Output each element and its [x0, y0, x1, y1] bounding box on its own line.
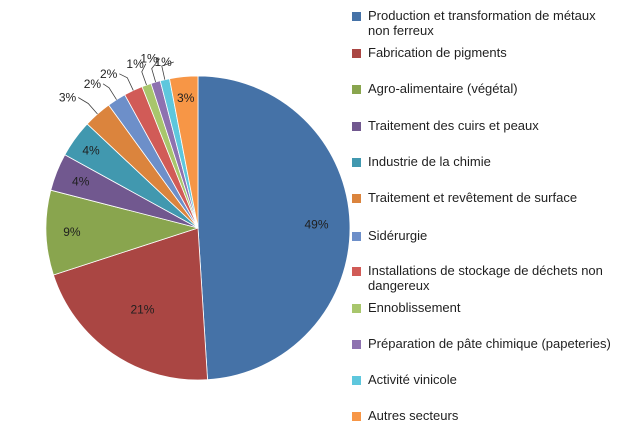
- leader-line-ennoblissement: [141, 63, 147, 86]
- leader-line-siderurgie: [102, 83, 117, 100]
- slice-label-papeteries: 1%: [140, 52, 158, 66]
- legend-swatch: [352, 12, 361, 21]
- legend-label: Agro-alimentaire (végétal): [368, 81, 518, 96]
- leader-lines: [78, 58, 174, 115]
- slice-label-siderurgie: 2%: [84, 77, 102, 91]
- leader-line-vinicole: [161, 61, 174, 80]
- legend-label: Traitement et revêtement de surface: [368, 190, 578, 205]
- legend-swatch: [352, 194, 361, 203]
- legend-item-stockage: Installations de stockage de déchets non…: [352, 263, 618, 293]
- slice-label-chimie: 4%: [82, 143, 100, 157]
- slice-label-autres: 3%: [177, 91, 195, 105]
- legend-label: Industrie de la chimie: [368, 154, 491, 169]
- slice-label-stockage: 2%: [100, 67, 118, 81]
- legend-label: Installations de stockage de déchets non…: [368, 263, 603, 293]
- slice-label-traitement: 3%: [59, 90, 77, 104]
- legend-swatch: [352, 158, 361, 167]
- pie-slice-autres: [169, 75, 199, 229]
- legend-item-siderurgie: Sidérurgie: [352, 228, 618, 243]
- legend-label: Production et transformation de métaux n…: [368, 8, 596, 38]
- legend-item-pigments: Fabrication de pigments: [352, 45, 618, 60]
- legend-item-production: Production et transformation de métaux n…: [352, 8, 618, 38]
- legend-swatch: [352, 340, 361, 349]
- legend-swatch: [352, 412, 361, 421]
- pie-slice-production: [197, 75, 351, 381]
- legend-label: Traitement des cuirs et peaux: [368, 118, 539, 133]
- legend-label: Ennoblissement: [368, 300, 461, 315]
- legend-swatch: [352, 85, 361, 94]
- leader-line-stockage: [119, 73, 134, 91]
- leader-line-traitement: [78, 97, 98, 115]
- slice-label-agro: 9%: [63, 225, 81, 239]
- legend-swatch: [352, 49, 361, 58]
- slice-label-vinicole: 1%: [154, 55, 172, 69]
- slice-label-production: 49%: [304, 217, 328, 231]
- legend-item-agro: Agro-alimentaire (végétal): [352, 81, 618, 96]
- legend-item-ennoblissement: Ennoblissement: [352, 300, 618, 315]
- legend-label: Préparation de pâte chimique (papeteries…: [368, 336, 611, 351]
- legend-label: Fabrication de pigments: [368, 45, 507, 60]
- slice-label-pigments: 21%: [130, 303, 154, 317]
- pie-slice-agro: [45, 189, 200, 276]
- legend-item-papeteries: Préparation de pâte chimique (papeteries…: [352, 336, 618, 351]
- legend-item-vinicole: Activité vinicole: [352, 372, 618, 387]
- pie-slices: [45, 75, 351, 381]
- legend-swatch: [352, 122, 361, 131]
- legend-swatch: [352, 304, 361, 313]
- legend-label: Autres secteurs: [368, 408, 459, 423]
- legend-item-cuirs: Traitement des cuirs et peaux: [352, 118, 618, 133]
- legend-swatch: [352, 376, 361, 385]
- legend-swatch: [352, 232, 361, 241]
- slice-label-ennoblissement: 1%: [126, 57, 144, 71]
- pie-slice-pigments: [52, 227, 208, 381]
- legend-label: Activité vinicole: [368, 372, 457, 387]
- legend-item-traitement: Traitement et revêtement de surface: [352, 190, 618, 205]
- legend-label: Sidérurgie: [368, 228, 428, 243]
- legend-swatch: [352, 267, 361, 276]
- legend-item-chimie: Industrie de la chimie: [352, 154, 618, 169]
- slice-label-cuirs: 4%: [72, 175, 90, 189]
- leader-line-papeteries: [151, 58, 160, 83]
- legend-item-autres: Autres secteurs: [352, 408, 618, 423]
- slice-labels: 49%21%9%4%4%3%2%2%1%1%1%3%: [59, 52, 329, 317]
